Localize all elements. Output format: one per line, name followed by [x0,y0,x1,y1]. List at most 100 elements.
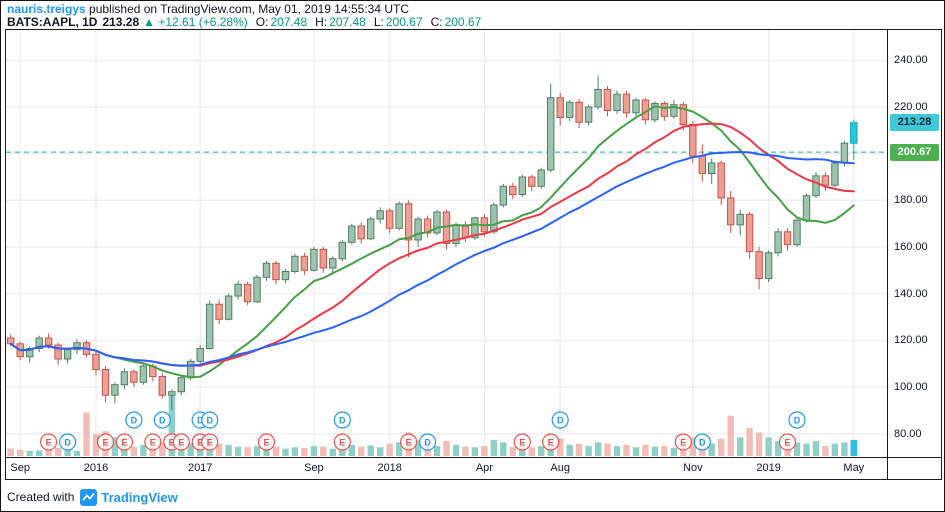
volume-bar [386,443,393,456]
dividend-marker[interactable]: D [201,411,219,429]
earnings-marker[interactable]: E [674,433,692,451]
volume-bar [812,441,820,456]
volume-bar [490,439,498,456]
svg-text:E: E [680,438,686,448]
candle [736,209,744,236]
candle [670,100,678,119]
publish-line: nauris.treigys published on TradingView.… [7,3,944,16]
candle [679,102,687,131]
volume-bar [395,442,403,456]
time-axis-label: Sep [10,462,30,474]
dividend-marker[interactable]: D [125,411,143,429]
volume-bar [443,441,450,456]
dividend-marker[interactable]: D [551,411,569,429]
svg-text:D: D [339,416,346,426]
ma-line-fast [9,105,855,379]
volume-bar [746,428,753,456]
candle [727,191,735,233]
earnings-marker[interactable]: E [39,433,58,451]
candle [224,293,233,321]
dividend-marker[interactable]: D [788,411,806,429]
svg-text:E: E [519,438,525,448]
volume-bar [234,446,242,456]
earnings-marker[interactable]: E [257,433,276,451]
volume-bar [433,446,441,456]
volume-bar [585,446,592,456]
earnings-marker[interactable]: E [778,433,797,451]
svg-text:D: D [794,416,801,426]
volume-bar [500,442,507,456]
dividend-marker[interactable]: D [153,411,171,429]
candle [386,208,394,233]
candle [234,280,242,300]
dividend-marker[interactable]: D [693,433,711,451]
earnings-marker[interactable]: E [96,433,115,451]
volume-bar [168,394,175,456]
candle [471,216,479,240]
tradingview-brand-link[interactable]: TradingView [101,489,178,505]
candle [206,300,214,350]
dividend-marker[interactable]: D [333,411,351,429]
volume-bar [765,437,772,456]
earnings-marker[interactable]: E [201,433,219,451]
candle [54,342,62,365]
volume-bar [538,446,545,456]
time-axis[interactable]: Sep 2016 2017 Sep 2018 Apr Aug Nov 2019 May [6,458,887,479]
earnings-marker[interactable]: E [172,433,190,451]
volume-bar [737,437,744,456]
candles-layer [7,75,858,411]
earnings-marker[interactable]: E [115,433,134,451]
volume-bar [822,446,829,456]
svg-text:E: E [339,438,345,448]
earnings-marker[interactable]: E [400,433,418,451]
svg-text:D: D [159,416,166,426]
earnings-marker[interactable]: E [333,433,351,451]
candle [850,119,858,161]
symbol-interval[interactable]: BATS:AAPL, 1D [7,15,98,29]
svg-text:D: D [424,438,431,448]
volume-bar [92,434,100,456]
open-value: 207.48 [270,15,308,29]
svg-text:E: E [121,438,127,448]
volume-bar [850,439,857,456]
time-axis-label: Aug [550,462,570,474]
candle [622,90,631,118]
candle [755,247,763,290]
symbol-line: BATS:AAPL, 1D 213.28 ▲ +12.61 (+6.28%) O: 20… [7,16,944,29]
candle [253,275,261,303]
candle [338,240,347,261]
candle [35,335,43,352]
author-link[interactable]: nauris.treigys [7,2,86,16]
volume-bar [471,447,479,456]
volume-bar [623,444,630,456]
volume-bar [111,437,119,456]
svg-text:E: E [169,438,175,448]
candle [821,172,830,191]
candle [442,209,451,250]
candle [566,100,574,121]
tradingview-logo-icon [80,488,98,506]
dividend-marker[interactable]: D [58,433,77,451]
dividend-marker[interactable]: D [419,433,437,451]
candle [708,158,716,184]
candle [73,339,81,355]
volume-bar [83,412,90,456]
publish-info: published on TradingView.com, May 01, 20… [85,2,410,16]
earnings-marker[interactable]: E [513,433,531,451]
price-tick-label: 220.00 [894,101,928,113]
candle [774,228,782,257]
volume-bar [282,448,289,456]
candle [63,347,72,364]
price-axis[interactable]: 240.00 220.00 180.00 160.00 140.00 120.00 100.… [887,30,941,479]
candle [395,201,403,231]
volume-bar [159,442,166,456]
candle [528,174,536,191]
svg-text:D: D [131,416,138,426]
earnings-marker[interactable]: E [144,433,162,451]
volume-bar [301,447,308,456]
earnings-marker[interactable]: E [542,433,560,451]
volume-bar [594,442,602,456]
